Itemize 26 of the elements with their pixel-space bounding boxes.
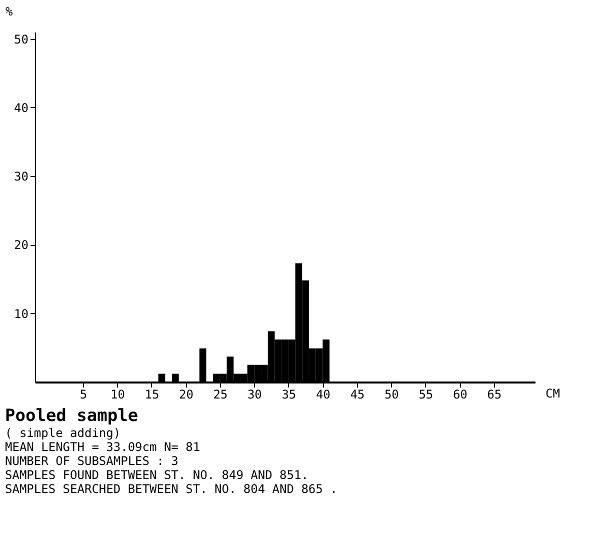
x-tick-label: 55 [418, 388, 434, 402]
x-tick-label: 20 [178, 388, 194, 402]
x-tick-label: 5 [80, 388, 88, 402]
x-tick-label: 40 [316, 388, 330, 402]
x-tick-label: 45 [350, 388, 365, 402]
y-tick-label: 50 [14, 32, 28, 46]
x-tick-label: 35 [282, 388, 296, 402]
x-axis-title: CM [546, 386, 560, 400]
y-tick-label: 20 [14, 238, 28, 252]
x-tick-label: 65 [487, 388, 502, 402]
text: Pooled sample [5, 406, 138, 426]
text: SAMPLES SEARCHED BETWEEN ST. NO. 804 AND 865 . [5, 482, 338, 496]
x-tick-label: 60 [452, 388, 468, 402]
text: NUMBER OF SUBSAMPLES : 3 [5, 454, 178, 468]
x-tick-label: 10 [110, 388, 125, 402]
x-tick-label: 50 [384, 388, 399, 402]
text: SAMPLES FOUND BETWEEN ST. NO. 849 AND 851. [5, 468, 308, 482]
text: MEAN LENGTH = 33.09cm N= 81 [5, 440, 200, 454]
y-axis-title: % [6, 4, 14, 18]
x-tick-label: 30 [247, 388, 262, 402]
text: ( simple adding) [5, 426, 121, 440]
y-tick-label: 30 [14, 170, 28, 184]
y-tick-label: 10 [14, 306, 28, 321]
x-tick-label: 15 [144, 388, 160, 402]
y-tick-label: 40 [14, 100, 28, 115]
x-tick-label: 25 [213, 388, 228, 402]
